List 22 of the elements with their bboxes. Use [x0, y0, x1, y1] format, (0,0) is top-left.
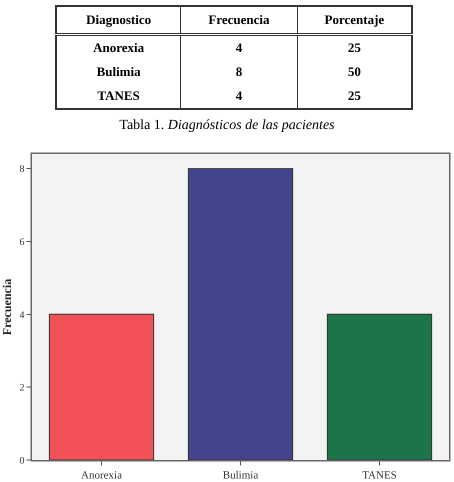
text: Porcentaje: [297, 6, 412, 34]
text: Diagnostico: [56, 6, 181, 34]
text: Tabla 1. Diagnósticos de las pacientes: [119, 118, 335, 133]
text: TANES: [56, 84, 181, 109]
text: Frecuencia: [180, 6, 298, 34]
x-tick-label: Bulimia: [222, 470, 258, 482]
text: 50: [297, 60, 412, 84]
x-tick-label: Anorexia: [81, 470, 122, 482]
text: 4: [180, 34, 298, 60]
text: 25: [297, 84, 412, 109]
y-tick-label: 6: [20, 236, 24, 248]
y-axis-title: Frecuencia: [0, 278, 14, 336]
text: Bulimia: [56, 60, 181, 84]
text: 8: [180, 60, 298, 84]
text: 25: [297, 34, 412, 60]
text: 4: [180, 84, 298, 109]
text: Anorexia: [56, 34, 181, 60]
x-tick-label: TANES: [362, 470, 397, 482]
y-tick-label: 8: [20, 164, 24, 176]
y-tick-label: 4: [20, 310, 24, 321]
y-tick-label: 2: [20, 382, 24, 394]
y-tick-label: 0: [20, 456, 24, 466]
